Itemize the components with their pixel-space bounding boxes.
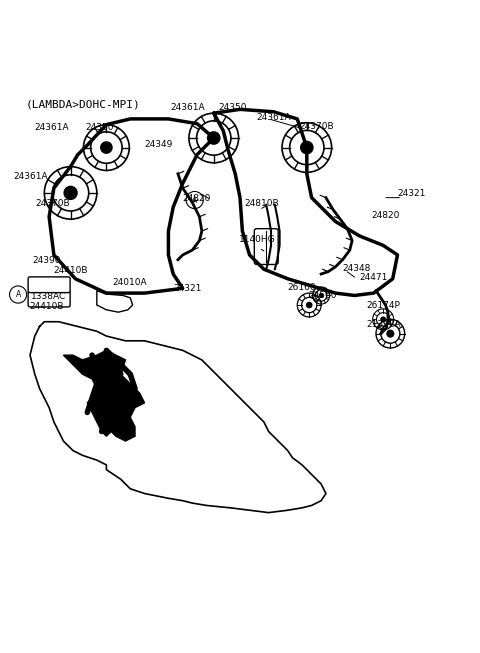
- FancyBboxPatch shape: [254, 229, 278, 264]
- FancyBboxPatch shape: [28, 291, 70, 307]
- Text: 24370B: 24370B: [36, 199, 71, 208]
- Text: 26174P: 26174P: [366, 300, 400, 310]
- Text: 24390: 24390: [33, 256, 61, 265]
- Text: 24410B: 24410B: [53, 266, 87, 275]
- Text: A: A: [15, 290, 21, 299]
- FancyBboxPatch shape: [28, 277, 70, 293]
- Text: 24350: 24350: [85, 123, 113, 131]
- Text: 24321: 24321: [173, 284, 202, 293]
- Text: 24361A: 24361A: [171, 103, 205, 112]
- Text: 24820: 24820: [371, 212, 400, 220]
- Polygon shape: [63, 351, 144, 441]
- Text: 24810B: 24810B: [245, 199, 279, 208]
- Circle shape: [208, 132, 220, 144]
- Text: 26160: 26160: [288, 283, 316, 292]
- Circle shape: [319, 293, 323, 298]
- Text: 24321: 24321: [397, 189, 426, 199]
- Circle shape: [381, 317, 385, 322]
- Text: 24820: 24820: [183, 194, 211, 203]
- Text: 1140HG: 1140HG: [239, 235, 276, 244]
- Circle shape: [307, 302, 312, 308]
- Circle shape: [101, 142, 112, 153]
- Text: 24350: 24350: [218, 103, 247, 112]
- Text: 21312A: 21312A: [366, 319, 401, 328]
- Text: 24010A: 24010A: [112, 278, 147, 287]
- Text: 24410B: 24410B: [29, 302, 63, 311]
- Circle shape: [64, 187, 77, 199]
- Text: 24370B: 24370B: [300, 121, 334, 131]
- Text: 24471: 24471: [360, 274, 388, 282]
- Text: 24349: 24349: [144, 140, 173, 149]
- Polygon shape: [97, 291, 132, 312]
- Text: A: A: [192, 195, 197, 204]
- Text: (LAMBDA>DOHC-MPI): (LAMBDA>DOHC-MPI): [25, 100, 140, 110]
- Circle shape: [301, 142, 313, 153]
- Circle shape: [387, 330, 394, 337]
- Text: 1338AC: 1338AC: [31, 293, 66, 302]
- Text: 24361A: 24361A: [35, 123, 70, 131]
- Text: 24348: 24348: [343, 264, 371, 273]
- Text: 24361A: 24361A: [13, 172, 48, 181]
- Text: 24361A: 24361A: [257, 113, 291, 122]
- Text: 24560: 24560: [308, 291, 337, 300]
